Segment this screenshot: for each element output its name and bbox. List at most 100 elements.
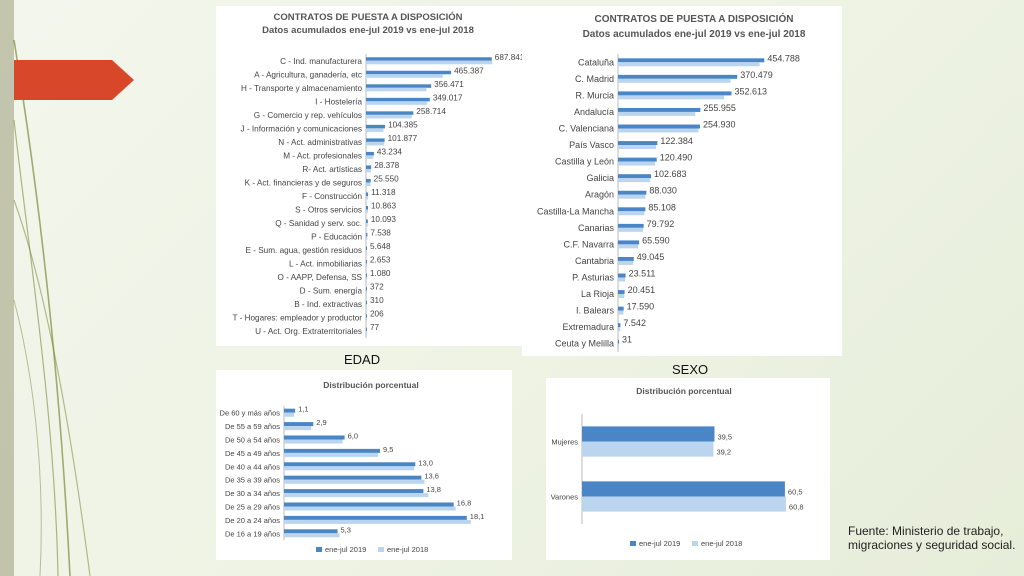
data-label: 102.683 — [654, 169, 687, 179]
bar-2018 — [618, 211, 645, 216]
bar-2018 — [366, 304, 367, 308]
bar-2018 — [366, 155, 374, 159]
chart-subtitle: Datos acumulados ene-jul 2019 vs ene-jul… — [583, 29, 806, 40]
category-label: País Vasco — [569, 140, 614, 150]
bar-2019 — [366, 57, 492, 61]
bar-2018 — [366, 196, 369, 200]
section-sexo-title: SEXO — [672, 362, 709, 377]
data-label: 11.318 — [371, 188, 396, 197]
category-label: L - Act. inmobiliarias — [289, 260, 362, 269]
bar-2019 — [582, 481, 785, 497]
data-label: 28.378 — [374, 161, 399, 170]
bar-2018 — [618, 277, 626, 282]
legend-swatch-2019 — [316, 547, 322, 552]
category-label: De 40 a 44 años — [225, 462, 280, 471]
category-label: G - Comercio y rep. vehículos — [254, 111, 362, 120]
bar-2019 — [582, 426, 715, 442]
bar-2018 — [618, 327, 621, 332]
bar-2018 — [366, 331, 367, 335]
bar-2019 — [366, 192, 369, 196]
category-label: M - Act. profesionales — [283, 151, 362, 160]
bar-2019 — [618, 157, 657, 162]
sex-bar-chart: Distribución porcentual Mujeres 39,5 39,2 Va… — [551, 386, 804, 548]
category-label: N - Act. administrativas — [278, 138, 362, 147]
bar-2018 — [618, 95, 725, 100]
bar-2018 — [366, 277, 367, 281]
chart-title: Distribución porcentual — [636, 386, 731, 396]
bar-2018 — [618, 310, 624, 315]
bar-2018 — [618, 111, 696, 116]
bar-2019 — [618, 91, 732, 96]
bar-2019 — [618, 58, 765, 63]
bar-2019 — [366, 178, 371, 183]
data-label: 206 — [370, 310, 384, 319]
category-label: C - Ind. manufacturera — [280, 57, 362, 66]
bar-2019 — [618, 190, 647, 195]
bar-2019 — [618, 306, 624, 311]
bar-2018 — [366, 114, 412, 119]
category-label: I - Hostelería — [315, 97, 362, 106]
data-label: 23.511 — [629, 269, 656, 279]
bar-2019 — [618, 107, 701, 112]
bar-2018 — [366, 209, 368, 214]
bar-2018 — [366, 128, 384, 132]
legend-swatch-2018 — [692, 541, 698, 546]
chart-title: Distribución porcentual — [323, 380, 418, 390]
chart-title: CONTRATOS DE PUESTA A DISPOSICIÓN — [595, 12, 794, 25]
data-label: 372 — [370, 283, 384, 292]
category-label: F - Construcción — [302, 192, 363, 201]
category-label: J - Información y comunicaciones — [241, 124, 363, 133]
bar-2019 — [284, 422, 314, 427]
data-label: 122.384 — [660, 136, 693, 146]
bar-2018 — [366, 250, 367, 254]
region-bar-chart: CONTRATOS DE PUESTA A DISPOSICIÓN Datos a… — [537, 12, 806, 352]
age-chart-panel: Distribución porcentual De 60 y más años 1… — [216, 370, 512, 560]
bar-2019 — [366, 97, 430, 102]
data-label: 255.955 — [703, 103, 736, 113]
bar-2019 — [366, 124, 386, 129]
bar-2019 — [366, 219, 368, 224]
legend-swatch-2018 — [378, 547, 384, 552]
bar-2019 — [366, 260, 367, 264]
bar-2019 — [366, 314, 367, 318]
bar-2018 — [366, 182, 371, 186]
category-label: Aragón — [585, 190, 614, 200]
bar-2019 — [366, 84, 432, 88]
bar-2019 — [366, 233, 368, 237]
bar-2018 — [618, 128, 699, 133]
category-label: Galicia — [586, 173, 614, 183]
data-label-2018: 60,8 — [789, 503, 804, 512]
category-label: De 55 a 59 años — [225, 422, 280, 431]
bar-2019 — [366, 287, 367, 291]
category-label: Cantabria — [575, 256, 614, 266]
data-label: 25.550 — [374, 174, 399, 183]
bar-2019 — [366, 246, 368, 251]
data-label: 370.479 — [740, 70, 773, 80]
data-label: 17.590 — [627, 302, 655, 312]
bar-2019 — [618, 207, 646, 212]
data-label: 1,1 — [298, 405, 308, 414]
category-label: D - Sum. energía — [300, 287, 363, 296]
data-label: 454.788 — [767, 53, 800, 63]
bar-2019 — [366, 138, 385, 142]
bar-2019 — [618, 174, 652, 179]
bar-2019 — [284, 529, 338, 534]
bar-2019 — [618, 323, 621, 328]
data-label: 9,5 — [383, 445, 393, 454]
legend-label-2018: ene-jul 2018 — [701, 539, 742, 548]
category-label: S - Otros servicios — [295, 206, 362, 215]
data-label: 31 — [622, 335, 632, 345]
category-label: A - Agricultura, ganadería, etc — [254, 70, 362, 79]
bar-2018 — [284, 439, 343, 444]
bar-2018 — [366, 141, 385, 146]
legend-label-2019: ene-jul 2019 — [639, 539, 680, 548]
data-label: 5,3 — [341, 525, 351, 534]
category-label: De 25 a 29 años — [225, 503, 280, 512]
data-label-2019: 60,5 — [788, 488, 803, 497]
legend-swatch-2019 — [630, 541, 636, 546]
bar-2019 — [284, 448, 380, 453]
data-label: 2,9 — [316, 418, 326, 427]
data-label: 1.080 — [370, 269, 391, 278]
bar-2019 — [618, 273, 626, 278]
category-label: De 20 a 24 años — [225, 516, 280, 525]
